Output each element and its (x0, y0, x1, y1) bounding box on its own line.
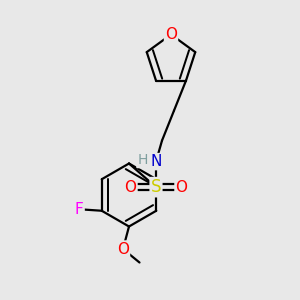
Text: N: N (150, 154, 162, 169)
Text: S: S (151, 178, 161, 196)
Text: O: O (117, 242, 129, 256)
Text: H: H (137, 153, 148, 167)
Text: O: O (124, 180, 136, 195)
Text: O: O (165, 27, 177, 42)
Text: O: O (176, 180, 188, 195)
Text: F: F (75, 202, 84, 217)
